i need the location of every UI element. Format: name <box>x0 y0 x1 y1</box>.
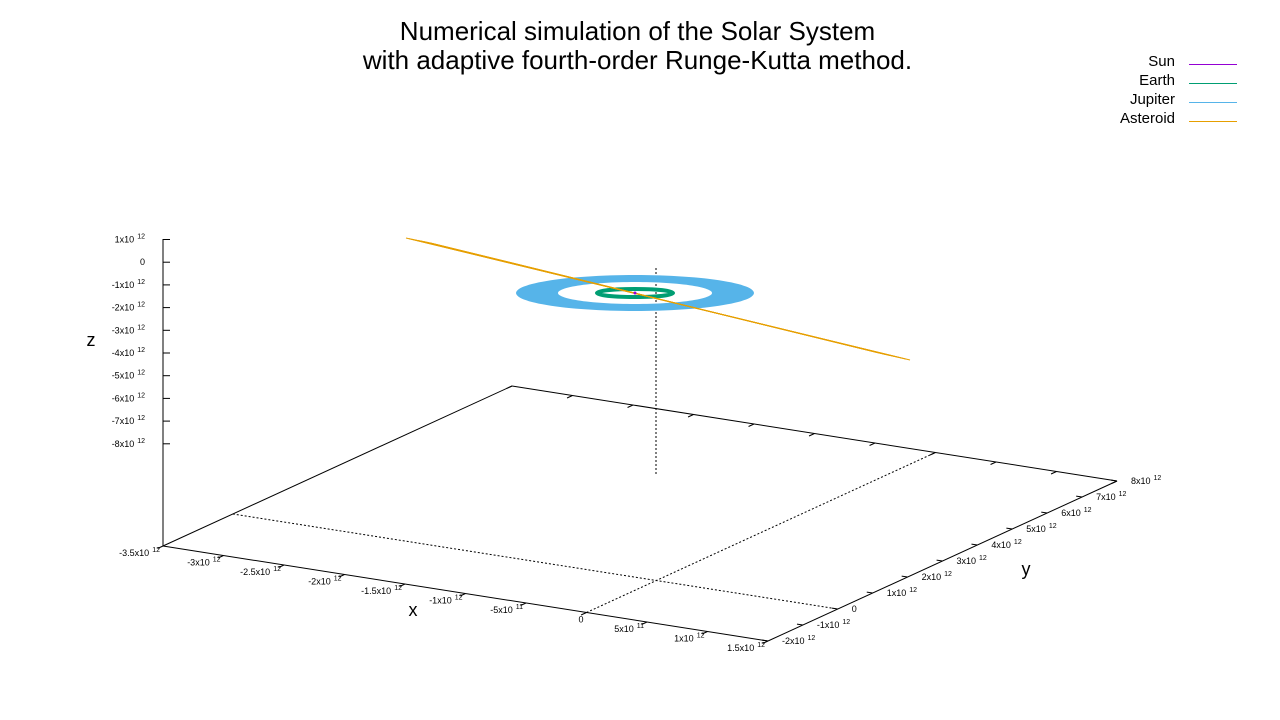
z-tick-label: -8x10 12 <box>112 438 145 449</box>
legend-swatch-jupiter <box>1189 102 1237 103</box>
x-tick-label: -1x10 12 <box>429 595 462 606</box>
x-tick-label: -2x10 12 <box>308 576 341 587</box>
x-tick-mark-back <box>1050 471 1057 475</box>
tick-labels: -3.5x10 12 -3x10 12 -2.5x10 12 -2x10 12 -1.5x10 1… <box>112 234 1162 654</box>
y-tick-label: 6x10 12 <box>1061 507 1091 518</box>
x-tick-mark <box>762 640 769 644</box>
z-tick-label: 0 <box>140 257 145 267</box>
z-tick-label: -5x10 12 <box>112 370 145 381</box>
y-tick-label: 8x10 12 <box>1131 475 1161 486</box>
y-tick-mark <box>1110 479 1118 482</box>
y-tick-label: -1x10 12 <box>817 619 850 630</box>
x-tick-mark-back <box>808 433 815 437</box>
z-tick-label: 1x10 12 <box>115 234 145 245</box>
y-axis-label: y <box>1022 559 1031 579</box>
legend-label-asteroid: Asteroid <box>1119 110 1175 127</box>
z-tick-label: -3x10 12 <box>112 324 145 335</box>
x-axis-label: x <box>409 600 418 620</box>
tick-marks <box>157 239 1118 644</box>
legend-swatch-sun <box>1189 64 1237 65</box>
z-axis-label: z <box>87 330 96 350</box>
z-tick-label: -1x10 12 <box>112 279 145 290</box>
y-tick-label: 3x10 12 <box>957 555 987 566</box>
y-tick-mark <box>831 607 838 610</box>
x-tick-label: 1x10 12 <box>674 633 704 644</box>
x-tick-mark <box>399 583 406 587</box>
z-tick-label: -2x10 12 <box>112 302 145 313</box>
x-tick-mark <box>459 593 466 597</box>
x-tick-mark-back <box>929 452 936 456</box>
x-tick-mark-back <box>748 423 755 427</box>
series-asteroid-orbit <box>429 242 879 354</box>
x-tick-label: 0 <box>578 615 583 625</box>
x-tick-mark <box>701 631 708 635</box>
x-tick-mark <box>217 555 224 559</box>
x-tick-label: -2.5x10 12 <box>240 566 281 577</box>
y-tick-mark <box>901 575 908 578</box>
x-tick-label: 5x10 11 <box>614 623 644 634</box>
x-tick-mark-back <box>506 385 513 389</box>
x-tick-mark <box>157 545 164 549</box>
y-tick-label: 7x10 12 <box>1096 491 1126 502</box>
chart-title-line-2: with adaptive fourth-order Runge-Kutta m… <box>362 45 913 75</box>
y-tick-label: 1x10 12 <box>887 587 917 598</box>
legend-swatch-earth <box>1189 83 1237 84</box>
y-tick-label: 4x10 12 <box>991 539 1021 550</box>
y-tick-mark <box>1006 527 1013 530</box>
z-tick-label: -4x10 12 <box>112 347 145 358</box>
y-tick-mark <box>866 591 873 594</box>
y-tick-mark <box>1076 495 1083 498</box>
y-tick-label: 0 <box>852 604 857 614</box>
y-tick-label: 2x10 12 <box>922 571 952 582</box>
x-tick-mark <box>338 574 345 578</box>
x-tick-mark-back <box>687 414 694 418</box>
x-tick-mark <box>580 612 587 616</box>
legend-swatch-asteroid <box>1189 121 1237 122</box>
y-tick-mark <box>1041 511 1048 514</box>
series-sun-point <box>633 291 637 295</box>
series-earth-orbit <box>595 287 675 299</box>
x-tick-label: -1.5x10 12 <box>361 585 402 596</box>
y-tick-mark <box>936 559 943 562</box>
x-tick-mark-back <box>566 395 573 399</box>
x-tick-mark-back <box>869 442 876 446</box>
x-tick-mark-back <box>1111 480 1118 484</box>
x-tick-label: -5x10 11 <box>490 604 523 615</box>
chart-title-line-1: Numerical simulation of the Solar System <box>399 16 876 46</box>
y-tick-label: 5x10 12 <box>1026 523 1056 534</box>
x-tick-label: -3.5x10 12 <box>119 547 160 558</box>
y-zero-gridline <box>232 513 838 610</box>
z-tick-label: -6x10 12 <box>112 392 145 403</box>
x-tick-mark <box>278 564 285 568</box>
y-tick-mark <box>796 623 803 626</box>
series-jupiter-orbit <box>516 275 754 311</box>
z-tick-label: -7x10 12 <box>112 415 145 426</box>
x-tick-mark-back <box>627 404 634 408</box>
x-tick-label: 1.5x10 12 <box>727 642 765 653</box>
base-left-edge <box>162 385 513 547</box>
x-tick-label: -3x10 12 <box>187 557 220 568</box>
x-tick-mark <box>520 602 527 606</box>
x-tick-mark <box>641 621 648 625</box>
y-tick-label: -2x10 12 <box>782 635 815 646</box>
legend-label-sun: Sun <box>1148 53 1175 70</box>
chart-title: Numerical simulation of the Solar System… <box>0 17 1275 75</box>
x-tick-mark-back <box>990 461 997 465</box>
y-tick-mark <box>761 639 769 642</box>
axes-frame <box>162 239 1118 642</box>
y-tick-mark <box>971 543 978 546</box>
orbits <box>405 237 911 361</box>
legend-label-earth: Earth <box>1139 72 1175 89</box>
legend-label-jupiter: Jupiter <box>1129 91 1175 108</box>
